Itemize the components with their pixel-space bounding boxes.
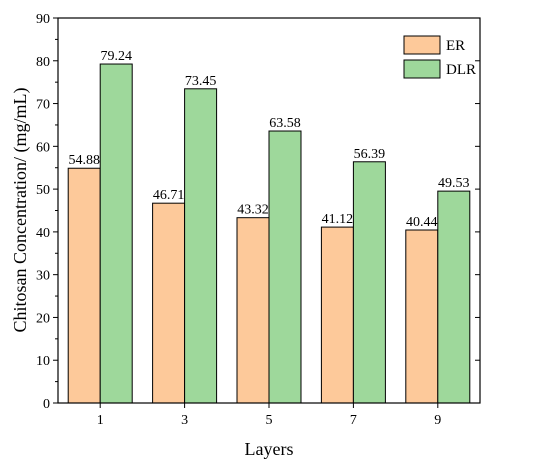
y-axis-title: Chitosan Concentration/ (mg/mL)	[10, 88, 31, 333]
y-tick-label-90: 90	[36, 12, 50, 27]
data-label-er-1: 54.88	[68, 153, 100, 168]
x-tick-label-5: 5	[266, 413, 273, 428]
bar-er-1	[67, 167, 101, 404]
y-axis: 0 10 20 30 40 50 60 70 80 90	[36, 12, 480, 412]
x-axis-title: Layers	[245, 439, 294, 459]
x-tick-label-7: 7	[350, 413, 357, 428]
data-labels-layer: 54.88 79.24 46.71 73.45 43.32 63.58 41.12 56.39…	[68, 49, 469, 230]
y-tick-label-0: 0	[43, 397, 50, 412]
y-tick-label-10: 10	[36, 354, 50, 369]
bar-dlr-3	[184, 88, 218, 404]
bar-dlr-1	[99, 63, 133, 404]
bar-er-9	[405, 229, 439, 404]
data-label-er-5: 43.32	[237, 203, 269, 218]
y-tick-label-40: 40	[36, 226, 50, 241]
y-tick-label-80: 80	[36, 55, 50, 70]
data-label-er-3: 46.71	[153, 188, 185, 203]
bar-dlr-5	[268, 130, 302, 404]
y-tick-label-70: 70	[36, 98, 50, 113]
x-axis: 1 3 5 7 9	[97, 403, 441, 428]
data-label-dlr-5: 63.58	[269, 116, 301, 131]
data-label-er-7: 41.12	[322, 212, 354, 227]
legend-label-er: ER	[446, 38, 465, 54]
data-label-dlr-7: 56.39	[354, 147, 386, 162]
legend: ER DLR	[403, 35, 476, 79]
legend-swatch-dlr	[403, 59, 441, 79]
bar-er-5	[236, 217, 270, 404]
bar-er-3	[152, 202, 186, 404]
x-tick-label-1: 1	[97, 413, 104, 428]
legend-swatch-er	[403, 35, 441, 55]
bars-layer	[67, 63, 471, 404]
data-label-dlr-3: 73.45	[185, 74, 217, 89]
bar-er-7	[320, 226, 354, 404]
y-tick-label-60: 60	[36, 140, 50, 155]
y-tick-label-50: 50	[36, 183, 50, 198]
y-tick-label-30: 30	[36, 269, 50, 284]
x-tick-label-9: 9	[434, 413, 441, 428]
x-tick-label-3: 3	[181, 413, 188, 428]
bar-dlr-9	[437, 190, 471, 404]
bar-dlr-7	[352, 161, 386, 404]
legend-label-dlr: DLR	[446, 62, 476, 78]
data-label-dlr-9: 49.53	[438, 176, 470, 191]
data-label-er-9: 40.44	[406, 215, 438, 230]
y-tick-label-20: 20	[36, 311, 50, 326]
data-label-dlr-1: 79.24	[100, 49, 132, 64]
